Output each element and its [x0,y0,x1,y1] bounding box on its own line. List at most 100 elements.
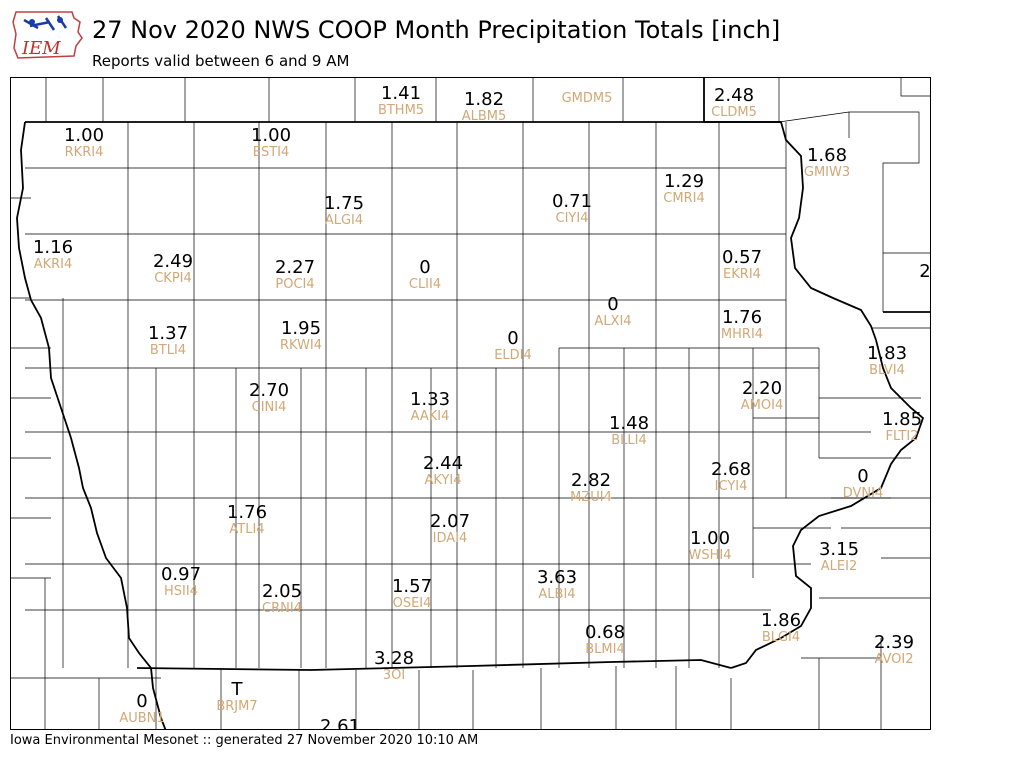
precip-value: 1.86 [760,610,802,631]
station-blgi4: 1.86 BLGI4 [760,610,802,645]
precip-value: 2.39 [873,632,915,653]
precip-value: 1.76 [226,502,268,523]
precip-value: 1.48 [608,413,650,434]
station-id: BLGI4 [761,630,801,645]
precip-value: 1.00 [63,125,105,146]
precip-value: 2.27 [274,257,316,278]
station-id: CLDM5 [711,105,757,120]
precip-value: 3.28 [373,648,415,669]
station-dvni4: 0 DVNI4 [842,466,884,501]
station-id: ALBM5 [461,109,507,124]
station-id: MHRI4 [720,327,764,342]
station-crni4: 2.05 CRNI4 [262,583,302,616]
station-id: CLII4 [408,277,442,292]
station-ciyi4: 0.71 CIYI4 [552,193,592,226]
station-osei4: 1.57 OSEI4 [392,578,432,611]
precip-value: 1.83 [866,343,908,364]
station-id: AAKI4 [410,409,450,424]
station-id: CKPI4 [154,271,192,286]
station-id: AVOI2 [874,652,914,667]
station-rkwi4: 1.95 RKWI4 [280,320,322,353]
precip-value: 1.41 [380,83,422,104]
station-id: WSHI4 [688,548,732,563]
precip-value: 2.61 [319,716,361,730]
station-id: MZUI4 [570,490,612,505]
station-aaki4: 1.33 AAKI4 [409,389,451,424]
footer-credit: Iowa Environmental Mesonet :: generated … [10,733,479,748]
precip-value: 3.15 [818,539,860,560]
precip-value: T [231,679,243,700]
iem-logo: IEM [12,11,83,59]
precip-value: 0 [857,466,869,487]
station-eldi4: 0 ELDI4 [494,328,532,363]
station-poci4: 2.27 POCI4 [274,257,316,292]
station-id: GMDM5 [561,91,613,106]
station-id: ALEI2 [820,559,858,574]
station-id: GMIW3 [803,165,851,180]
station-ckpi4: 2.49 CKPI4 [152,251,194,286]
station-id: ICYI4 [714,479,748,494]
precip-value: 0.68 [584,622,626,643]
station-icyi4: 2.68 ICYI4 [710,459,752,494]
station-albm5: 1.82 ALBM5 [461,91,507,124]
station-algi4: 1.75 ALGI4 [323,193,365,228]
station-id: BTHM5 [377,103,425,118]
station-id: ALXI4 [594,314,632,329]
precip-value: 1.00 [689,528,731,549]
station-id: BTLI4 [149,343,187,358]
precip-value: 1.16 [32,237,74,258]
precip-value: 2.68 [710,459,752,480]
station-alxi4: 0 ALXI4 [594,296,632,329]
station-gmiw3: 1.68 GMIW3 [803,145,851,180]
station-id: RKRI4 [64,145,104,160]
station-blmi4: 0.68 BLMI4 [584,622,626,657]
precip-value: 2.49 [152,251,194,272]
station-id: AKYI4 [424,473,462,488]
station-id: ALGI4 [324,213,364,228]
precip-value: 0 [507,328,519,349]
station-mhri4: 1.76 MHRI4 [720,309,764,342]
precip-value: 2 [919,261,931,282]
logo-text: IEM [21,38,61,59]
station-id: IDAI4 [432,531,468,546]
precip-value: 2.07 [429,511,471,532]
station-idai4: 2.07 IDAI4 [429,511,471,546]
station-blli4: 1.48 BLLI4 [608,413,650,448]
precip-value: 1.75 [323,193,365,214]
station-id: EKRI4 [723,267,761,282]
precip-value: 1.68 [806,145,848,166]
station-id: AUBN1 [119,711,165,726]
station-hsii4: 0.97 HSII4 [161,566,201,599]
precip-value: 2.20 [741,378,783,399]
precip-value: 2.48 [713,85,755,106]
page-subtitle: Reports valid between 6 and 9 AM [92,52,350,70]
station-id: AKRI4 [33,257,73,272]
station-id: CRNI4 [262,601,302,616]
page-title: 27 Nov 2020 NWS COOP Month Precipitation… [92,16,781,44]
station-cini4: 2.70 CINI4 [248,380,290,415]
station-ekri4: 0.57 EKRI4 [722,249,762,282]
station-cldm5: 2.48 CLDM5 [711,85,757,120]
station-akyi4: 2.44 AKYI4 [422,453,464,488]
station-3oi: 3.28 3OI [373,648,415,683]
station-avoi2: 2.39 AVOI2 [873,632,915,667]
precip-value: 1.37 [147,323,189,344]
station-id: ATLI4 [229,522,265,537]
station-atli4: 1.76 ATLI4 [226,502,268,537]
station-id: 3OI [382,668,406,683]
station-id: DVNI4 [842,486,884,501]
station-esti4: 1.00 ESTI4 [251,127,291,160]
precip-value: 2.44 [422,453,464,474]
station-unlabeled: 2 [919,263,930,282]
precip-value: 1.33 [409,389,451,410]
precipitation-map: 1.41 BTHM5 1.82 ALBM5 GMDM5 2.48 CLDM5 1.00 RKRI… [10,77,931,730]
precip-value: 2.70 [248,380,290,401]
station-bthm5: 1.41 BTHM5 [377,83,425,118]
station-rkri4: 1.00 RKRI4 [63,125,105,160]
station-aubn1: 0 AUBN1 [119,693,165,726]
station-id: AMOI4 [740,398,784,413]
station-id: BLLI4 [611,433,647,448]
station-wshi4: 1.00 WSHI4 [688,528,732,563]
station-btli4: 1.37 BTLI4 [147,323,189,358]
station-flti2: 1.85 FLTI2 [882,411,922,444]
